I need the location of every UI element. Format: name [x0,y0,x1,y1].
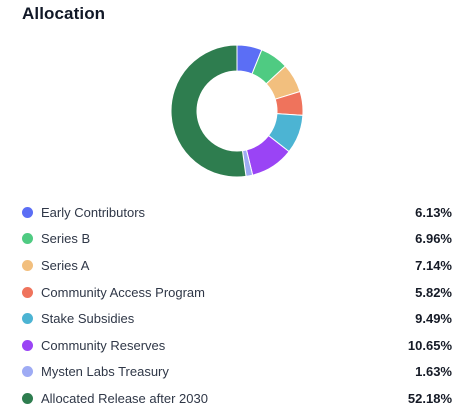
legend-label: Community Access Program [41,284,205,300]
legend-label: Series B [41,231,91,247]
legend-value: 6.96% [415,231,452,247]
legend-swatch [22,366,33,378]
legend-swatch [22,392,33,404]
legend-label: Series A [41,257,90,273]
legend-label: Stake Subsidies [41,311,135,327]
legend-value: 5.82% [415,284,452,300]
legend-value: 7.14% [415,257,452,273]
legend-item-early-contributors: Early Contributors 6.13% [22,199,452,226]
card-title: Allocation [22,4,106,23]
legend-value: 1.63% [415,364,452,380]
legend-label: Early Contributors [41,204,146,220]
legend-item-mysten-labs-treasury: Mysten Labs Treasury 1.63% [22,359,452,386]
legend-item-community-reserves: Community Reserves 10.65% [22,332,452,359]
donut-slice-allocated-release-after-2030[interactable] [170,44,247,178]
legend-label: Mysten Labs Treasury [41,364,169,380]
legend-item-series-b: Series B 6.96% [22,226,452,253]
legend-item-community-access-program: Community Access Program 5.82% [22,279,452,306]
legend-swatch [22,339,33,351]
allocation-donut-chart [170,44,304,178]
donut-svg [170,44,304,178]
allocation-legend: Early Contributors 6.13% Series B 6.96% Seri… [22,199,452,412]
legend-swatch [22,286,33,298]
legend-label: Community Reserves [41,337,166,353]
legend-value: 10.65% [407,337,452,353]
legend-item-stake-subsidies: Stake Subsidies 9.49% [22,305,452,332]
legend-label: Allocated Release after 2030 [41,390,208,406]
legend-swatch [22,233,33,245]
legend-swatch [22,259,33,271]
legend-item-series-a: Series A 7.14% [22,252,452,279]
legend-value: 9.49% [415,311,452,327]
legend-item-allocated-release-after-2030: Allocated Release after 2030 52.18% [22,385,452,412]
legend-swatch [22,206,33,218]
legend-value: 52.18% [407,390,452,406]
legend-value: 6.13% [415,204,452,220]
legend-swatch [22,313,33,325]
